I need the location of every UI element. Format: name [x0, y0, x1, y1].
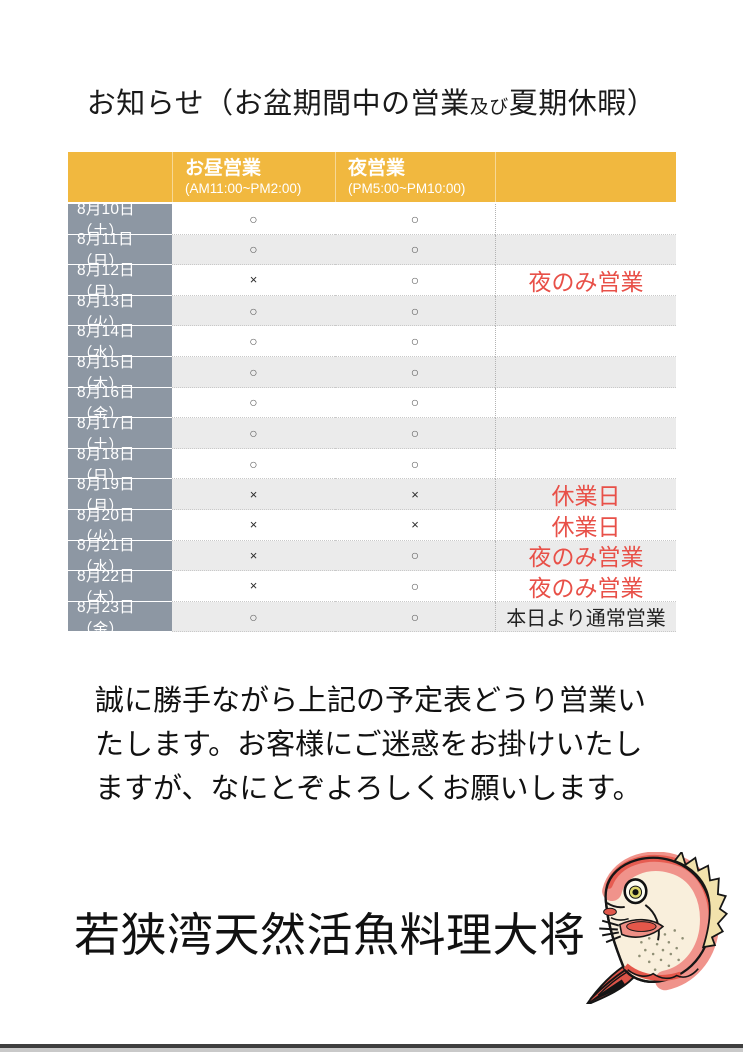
note-cell [495, 326, 676, 357]
table-row: 8月19日（月） × × 休業日 [68, 476, 676, 515]
header-lunch-cell: お昼営業 (AM11:00~PM2:00) [172, 152, 335, 202]
dinner-mark-cell: ○ [335, 356, 495, 388]
title-text-2: 夏期休暇） [508, 88, 657, 120]
fish-eye [623, 878, 648, 905]
table-row: 8月23日（金） ○ ○ 本日より通常営業 [68, 599, 676, 638]
dinner-mark-cell: × [335, 509, 495, 541]
header-dinner-cell: 夜営業 (PM5:00~PM10:00) [335, 152, 495, 202]
dinner-header-hours: (PM5:00~PM10:00) [348, 181, 466, 196]
message-line-1: 誠に勝手ながら上記の予定表どうり営業い [95, 685, 647, 717]
lunch-mark-cell: ○ [172, 601, 335, 633]
lunch-mark-cell: ○ [172, 326, 335, 357]
title-text-small: 及び [469, 97, 509, 118]
window-bottom-edge [0, 1044, 743, 1052]
note-cell: 夜のみ営業 [495, 265, 676, 296]
table-row: 8月11日（日） ○ ○ [68, 231, 676, 270]
schedule-table: お昼営業 (AM11:00~PM2:00) 夜営業 (PM5:00~PM10:0… [68, 152, 676, 638]
sea-bream-icon [585, 852, 729, 1004]
shop-name: 若狭湾天然活魚料理大将 [74, 910, 586, 961]
fish-pectoral-fin [599, 918, 665, 944]
note-cell: 休業日 [495, 509, 676, 541]
lunch-mark-cell: × [172, 509, 335, 541]
dinner-mark-cell: ○ [335, 448, 495, 480]
lunch-mark-cell: × [172, 265, 335, 296]
lunch-mark-cell: ○ [172, 204, 335, 235]
date-cell: 8月19日（月） [68, 476, 172, 515]
fish-dorsal-fin [673, 852, 729, 949]
note-cell: 夜のみ営業 [495, 540, 676, 572]
dinner-mark-cell: ○ [335, 540, 495, 572]
dinner-header-label: 夜営業 [348, 158, 406, 179]
header-date-cell [68, 152, 172, 202]
dinner-mark-cell: ○ [335, 265, 495, 296]
note-cell: 本日より通常営業 [495, 601, 676, 633]
dinner-mark-cell: ○ [335, 204, 495, 235]
title-text-1: お知らせ（お盆期間中の営業 [86, 88, 470, 120]
note-cell [495, 387, 676, 419]
table-header-row: お昼営業 (AM11:00~PM2:00) 夜営業 (PM5:00~PM10:0… [68, 152, 676, 204]
dinner-mark-cell: ○ [335, 571, 495, 602]
lunch-mark-cell: × [172, 479, 335, 510]
note-cell: 夜のみ営業 [495, 571, 676, 602]
date-cell: 8月23日（金） [68, 599, 172, 638]
date-cell: 8月17日（土） [68, 415, 172, 454]
lunch-mark-cell: ○ [172, 387, 335, 419]
lunch-mark-cell: ○ [172, 356, 335, 388]
fish-gill-line [644, 904, 660, 941]
bottom-edge-dark-line [0, 1044, 743, 1048]
date-cell: 8月12日（月） [68, 262, 172, 301]
dinner-mark-cell: ○ [335, 387, 495, 419]
table-row: 8月17日（土） ○ ○ [68, 415, 676, 454]
table-row: 8月20日（火） × × 休業日 [68, 507, 676, 546]
message-line-2: たします。お客様にご迷惑をお掛けいたし [95, 729, 643, 761]
note-cell [495, 418, 676, 449]
dinner-mark-cell: ○ [335, 601, 495, 633]
dinner-mark-cell: ○ [335, 418, 495, 449]
note-cell: 休業日 [495, 479, 676, 510]
page-title: お知らせ（お盆期間中の営業及び夏期休暇） [0, 80, 743, 122]
note-cell [495, 234, 676, 266]
lunch-mark-cell: × [172, 571, 335, 602]
table-row: 8月12日（月） × ○ 夜のみ営業 [68, 262, 676, 301]
lunch-mark-cell: ○ [172, 234, 335, 266]
note-cell [495, 204, 676, 235]
date-cell: 8月11日（日） [68, 231, 172, 270]
date-cell: 8月22日（木） [68, 568, 172, 607]
dinner-mark-cell: × [335, 479, 495, 510]
lunch-header-hours: (AM11:00~PM2:00) [185, 181, 302, 196]
date-cell: 8月14日（水） [68, 323, 172, 362]
table-body: 8月10日（土） ○ ○ 8月11日（日） ○ ○ 8月12日（月） × ○ 夜… [68, 201, 676, 638]
fish-belly-rim [623, 963, 699, 981]
table-row: 8月15日（木） ○ ○ [68, 354, 676, 393]
message-text: 誠に勝手ながら上記の予定表どうり営業い たします。お客様にご迷惑をお掛けいたし … [95, 679, 655, 811]
fish-tail [585, 962, 635, 1004]
fish-speckles [638, 929, 684, 971]
fish-mouth [603, 902, 629, 921]
note-cell [495, 295, 676, 327]
header-notes-cell [495, 152, 676, 202]
lunch-mark-cell: ○ [172, 448, 335, 480]
lunch-mark-cell: ○ [172, 418, 335, 449]
lunch-header-label: お昼営業 [185, 158, 262, 179]
dinner-mark-cell: ○ [335, 234, 495, 266]
date-cell: 8月20日（火） [68, 507, 172, 546]
dinner-mark-cell: ○ [335, 326, 495, 357]
note-cell [495, 448, 676, 480]
table-row: 8月14日（水） ○ ○ [68, 323, 676, 362]
lunch-mark-cell: ○ [172, 295, 335, 327]
bottom-edge-light-line [0, 1048, 743, 1052]
table-row: 8月13日（火） ○ ○ [68, 293, 676, 332]
dinner-mark-cell: ○ [335, 295, 495, 327]
table-row: 8月22日（木） × ○ 夜のみ営業 [68, 568, 676, 607]
note-cell [495, 356, 676, 388]
message-line-3: ますが、なにとぞよろしくお願いします。 [95, 773, 642, 805]
lunch-mark-cell: × [172, 540, 335, 572]
table-row: 8月16日（金） ○ ○ [68, 384, 676, 423]
